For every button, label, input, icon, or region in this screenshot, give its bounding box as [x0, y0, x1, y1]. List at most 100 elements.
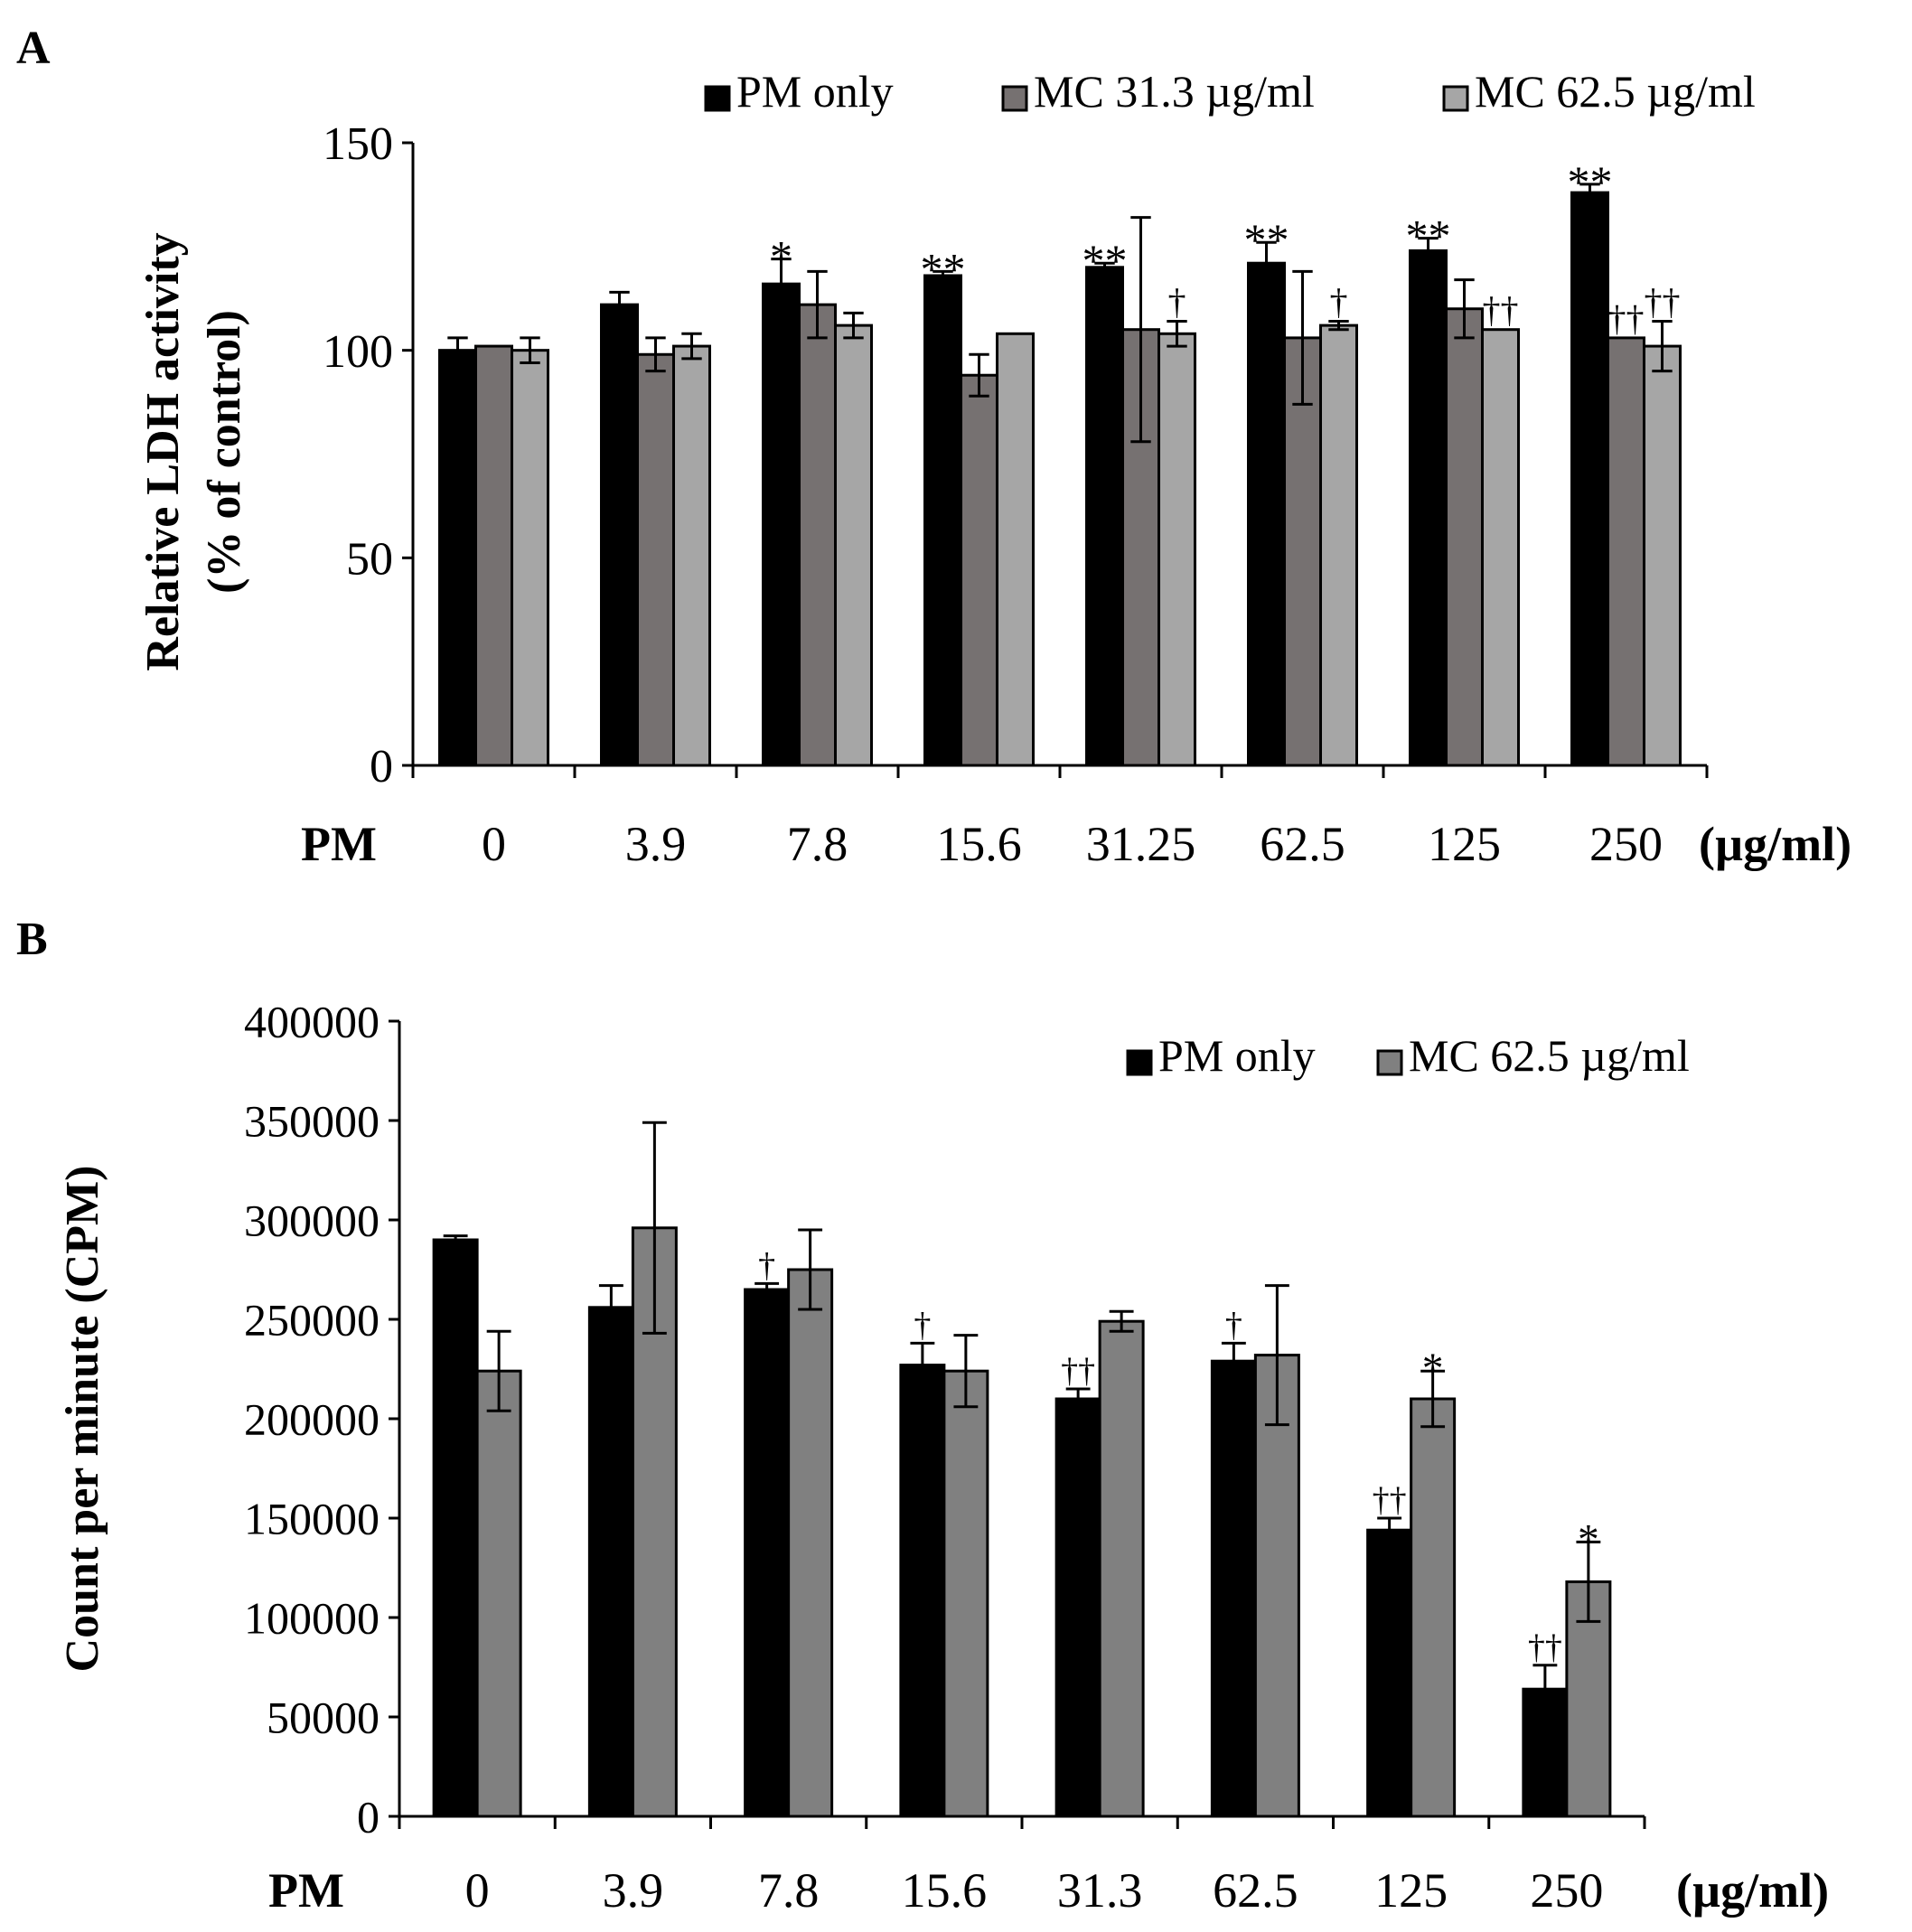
bar: [899, 1364, 946, 1818]
bar: [438, 349, 477, 767]
bar: [474, 344, 513, 767]
x-category-label: 15.6: [902, 1863, 988, 1918]
significance-marker: *: [1422, 1346, 1444, 1393]
y-axis-title: Count per minute (CPM): [57, 1166, 108, 1673]
x-category-label: 7.8: [787, 817, 848, 871]
bar: [600, 303, 639, 767]
significance-marker: *: [770, 231, 792, 282]
bar: [1085, 266, 1124, 767]
x-category-label: 0: [465, 1863, 490, 1918]
bar: [1410, 1397, 1457, 1818]
bar: [1247, 261, 1286, 767]
y-tick-label: 0: [370, 741, 393, 792]
x-category-label: 62.5: [1260, 817, 1345, 871]
legend-swatch: [1001, 85, 1028, 112]
x-category-label: 3.9: [603, 1863, 664, 1918]
x-axis-unit: (µg/ml): [1676, 1863, 1829, 1918]
bar: [1570, 191, 1609, 767]
legend-label: MC 31.3 µg/ml: [1034, 66, 1315, 117]
x-category-label: 125: [1428, 817, 1501, 871]
y-axis-title-line2: (% of control): [199, 310, 250, 594]
legend-label: MC 62.5 µg/ml: [1409, 1030, 1690, 1081]
legend-swatch: [1442, 85, 1469, 112]
bar: [1158, 332, 1196, 767]
significance-marker: †: [1330, 282, 1348, 323]
bar: [798, 303, 837, 767]
bar: [762, 282, 801, 767]
y-tick-label: 200000: [244, 1394, 380, 1445]
bar: [1283, 336, 1322, 767]
bar: [744, 1288, 791, 1818]
panel-b-chart: 0 50000 100000 150000 200000 250000 300000 3500…: [57, 997, 1829, 1918]
bar: [475, 1369, 522, 1818]
x-category-label: 31.25: [1086, 817, 1196, 871]
bar: [1366, 1528, 1413, 1818]
significance-marker: **: [1244, 214, 1289, 265]
legend-swatch: [704, 85, 731, 112]
bar: [672, 344, 711, 767]
bar: [996, 332, 1035, 767]
x-axis-unit: (µg/ml): [1699, 817, 1851, 871]
bar: [1445, 307, 1484, 767]
y-tick-label: 150: [323, 118, 393, 170]
bar: [1098, 1319, 1145, 1818]
bar: [1409, 249, 1448, 767]
significance-marker: †: [914, 1306, 931, 1344]
y-tick-label: 100: [323, 326, 393, 378]
bar: [942, 1369, 989, 1818]
significance-marker: ††: [1483, 290, 1519, 331]
significance-marker: ††: [1373, 1481, 1407, 1519]
x-category-label: 250: [1530, 1863, 1603, 1918]
significance-marker: **: [921, 243, 966, 294]
x-axis-prefix: PM: [301, 817, 377, 871]
panel-a-chart: 0 50 100 150 0 3.9 7.8 15.6 31.25 62.5 125 250 PM (µg…: [137, 66, 1851, 871]
y-tick-label: 0: [357, 1792, 380, 1843]
x-category-label: 125: [1374, 1863, 1448, 1918]
bar: [834, 324, 873, 767]
x-category-label: 3.9: [625, 817, 687, 871]
x-axis-prefix: PM: [268, 1863, 344, 1918]
y-tick-label: 50: [346, 534, 393, 586]
y-tick-label: 350000: [244, 1096, 380, 1147]
y-tick-label: 150000: [244, 1494, 380, 1544]
x-category-label: 62.5: [1213, 1863, 1298, 1918]
bar: [1481, 328, 1520, 767]
significance-marker: ††: [1608, 298, 1645, 339]
legend-label: MC 62.5 µg/ml: [1475, 66, 1756, 117]
significance-marker: †: [758, 1246, 775, 1284]
bar: [1210, 1359, 1257, 1818]
significance-marker: *: [1578, 1516, 1599, 1563]
bar: [587, 1306, 634, 1818]
bar: [432, 1238, 479, 1818]
significance-marker: ††: [1528, 1628, 1562, 1666]
y-tick-label: 300000: [244, 1196, 380, 1246]
significance-marker: **: [1083, 235, 1128, 286]
bar: [923, 274, 962, 767]
significance-marker: †: [1225, 1306, 1242, 1344]
x-category-label: 7.8: [758, 1863, 820, 1918]
panel-b-label: B: [16, 914, 48, 965]
significance-marker: ††: [1061, 1352, 1095, 1390]
significance-marker: ††: [1645, 282, 1681, 323]
bar: [1607, 336, 1645, 767]
significance-marker: †: [1168, 282, 1186, 323]
bar: [511, 349, 549, 767]
legend-swatch: [1376, 1049, 1403, 1076]
bar: [960, 373, 998, 767]
y-tick-label: 250000: [244, 1295, 380, 1346]
x-category-label: 31.3: [1057, 1863, 1143, 1918]
x-category-label: 15.6: [936, 817, 1022, 871]
legend-swatch: [1126, 1049, 1153, 1076]
y-tick-label: 100000: [244, 1593, 380, 1644]
legend-label: PM only: [736, 66, 894, 117]
bar: [636, 352, 675, 767]
x-category-label: 0: [482, 817, 506, 871]
y-axis-title-line1: Relative LDH activity: [137, 232, 189, 671]
bar: [1054, 1397, 1101, 1818]
bar: [1253, 1354, 1300, 1818]
y-tick-label: 400000: [244, 997, 380, 1047]
y-tick-label: 50000: [267, 1693, 380, 1743]
bar: [1319, 324, 1358, 767]
bar: [787, 1268, 834, 1818]
